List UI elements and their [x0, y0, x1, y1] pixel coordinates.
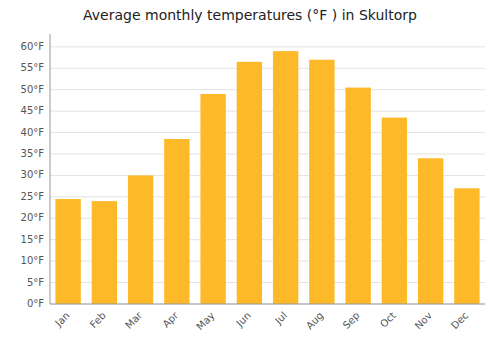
bar: [237, 62, 262, 304]
y-tick-label: 0°F: [27, 298, 44, 309]
bar: [345, 88, 370, 304]
x-tick-label: Mar: [123, 309, 145, 331]
grid-line: [50, 46, 485, 47]
y-tick-label: 45°F: [21, 105, 45, 116]
grid-line: [50, 68, 485, 69]
y-tick-label: 60°F: [21, 41, 45, 52]
y-tick-label: 40°F: [21, 127, 45, 138]
x-tick-label: Oct: [378, 310, 398, 330]
x-tick-label: Jul: [272, 310, 289, 327]
x-tick-label: Sep: [341, 310, 362, 331]
y-tick-label: 35°F: [21, 148, 45, 159]
x-tick-label: Aug: [304, 310, 326, 332]
x-tick-label: Nov: [413, 310, 435, 332]
x-tick-label: May: [194, 310, 216, 332]
y-tick-label: 30°F: [21, 169, 45, 180]
y-tick-label: 10°F: [21, 255, 45, 266]
bar: [200, 94, 225, 304]
bar: [309, 60, 334, 304]
grid-line: [50, 304, 485, 305]
x-tick-label: Feb: [88, 310, 108, 330]
axes: [50, 34, 485, 304]
bar: [55, 199, 80, 304]
y-tick-labels: 0°F 5°F 10°F 15°F 20°F 25°F 30°F 35°F 40°F 45°F 50…: [21, 41, 45, 309]
x-tick-labels: Jan Feb Mar Apr May Jun Jul Aug Sep Oct Nov Dec: [52, 309, 470, 332]
chart-title: Average monthly temperatures (°F ) in Sk…: [83, 7, 417, 23]
x-axis-line: [50, 304, 485, 305]
grid-line: [50, 132, 485, 133]
y-axis-line: [50, 34, 51, 304]
bar: [92, 201, 117, 304]
y-tick-label: 20°F: [21, 212, 45, 223]
bar: [382, 118, 407, 304]
bar: [418, 158, 443, 304]
grid-line: [50, 111, 485, 112]
bar: [454, 188, 479, 304]
x-tick-label: Jun: [233, 310, 253, 330]
x-tick-label: Dec: [449, 310, 470, 331]
bar: [164, 139, 189, 304]
chart-svg: 0°F 5°F 10°F 15°F 20°F 25°F 30°F 35°F 40°F 45°F 50…: [0, 0, 500, 350]
bar: [273, 51, 298, 304]
y-tick-label: 25°F: [21, 191, 45, 202]
y-tick-label: 55°F: [21, 62, 45, 73]
y-grid: [50, 47, 485, 304]
grid-line: [50, 89, 485, 90]
grid-line: [50, 154, 485, 155]
bar: [128, 175, 153, 304]
x-tick-label: Jan: [52, 310, 71, 329]
y-tick-label: 15°F: [21, 234, 45, 245]
y-tick-label: 50°F: [21, 84, 45, 95]
x-tick-label: Apr: [160, 309, 181, 330]
bars: [55, 51, 479, 304]
y-tick-label: 5°F: [27, 277, 44, 288]
chart-container: 0°F 5°F 10°F 15°F 20°F 25°F 30°F 35°F 40°F 45°F 50…: [0, 0, 500, 350]
